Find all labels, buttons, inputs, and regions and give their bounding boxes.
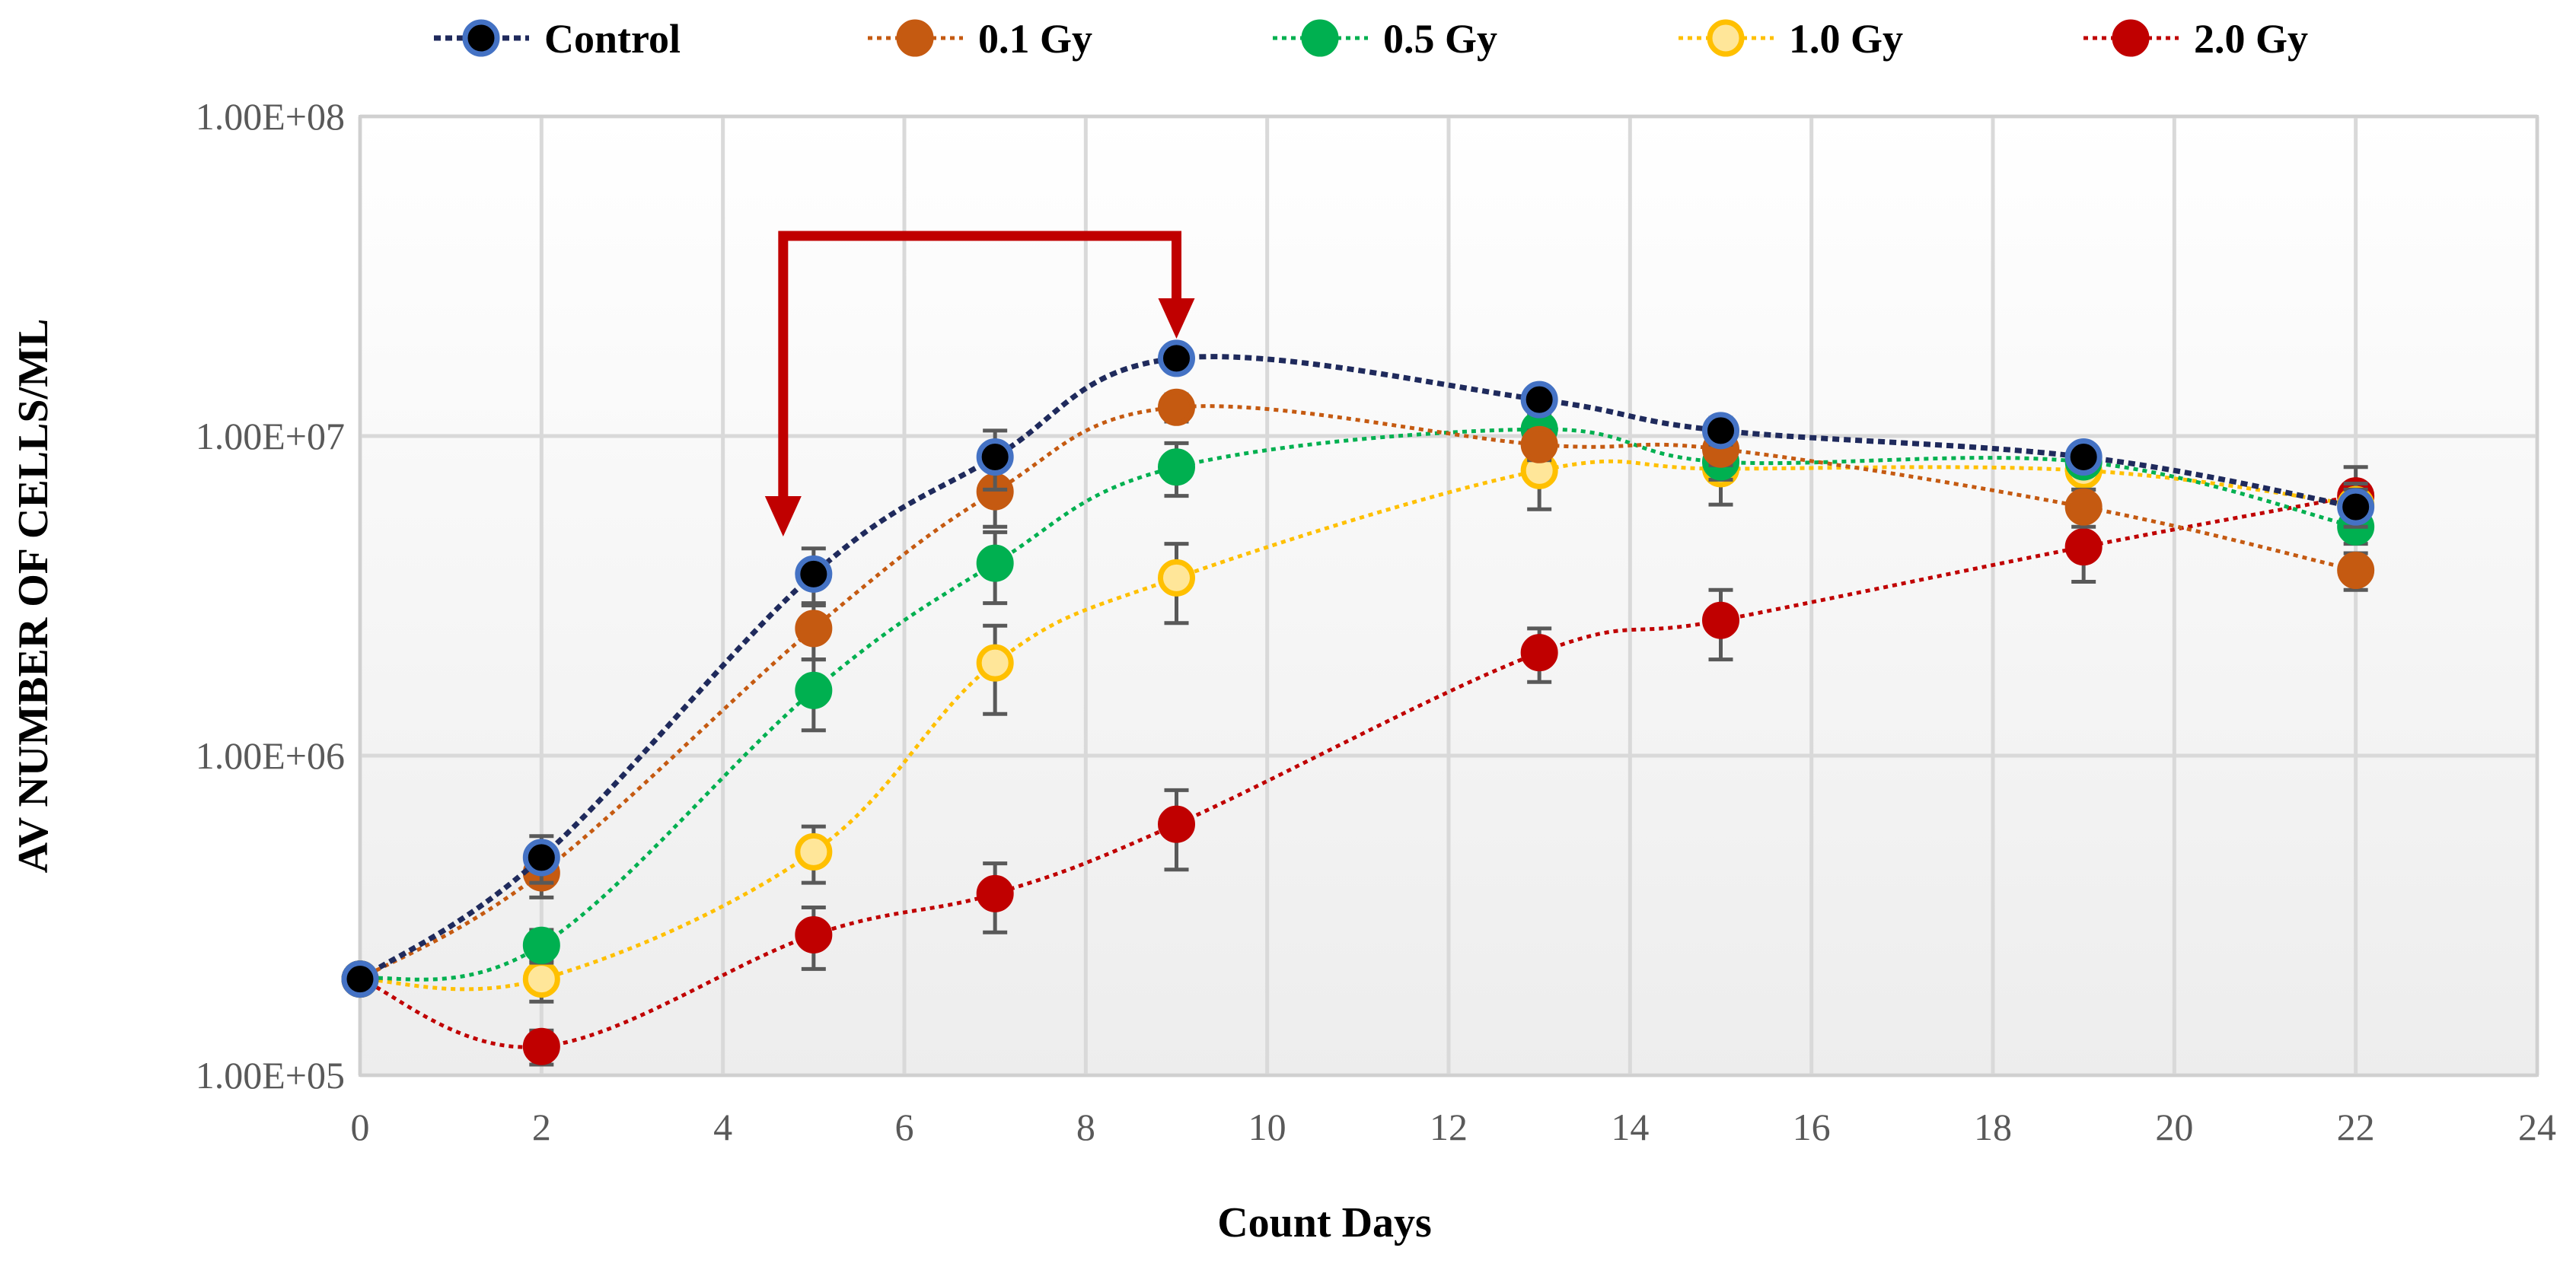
legend-label: Control bbox=[544, 16, 681, 62]
data-point bbox=[341, 960, 379, 998]
x-tick-labels: 0 2 4 6 8 10 12 14 16 18 20 22 24 bbox=[351, 1106, 2557, 1148]
legend-label: 2.0 Gy bbox=[2194, 16, 2308, 62]
x-tick-label: 2 bbox=[532, 1106, 551, 1148]
data-point bbox=[976, 438, 1014, 476]
data-point bbox=[795, 915, 833, 953]
y-tick-labels: 1.00E+05 1.00E+06 1.00E+07 1.00E+08 bbox=[196, 95, 345, 1097]
data-point bbox=[2337, 551, 2375, 589]
data-point bbox=[795, 671, 833, 709]
data-point bbox=[1702, 601, 1739, 639]
legend-marker bbox=[1301, 19, 1339, 57]
series-control bbox=[341, 339, 2375, 998]
data-point bbox=[1158, 339, 1195, 377]
x-tick-label: 20 bbox=[2155, 1106, 2193, 1148]
legend-item: 0.1 Gy bbox=[868, 16, 1092, 62]
annotation-arrowhead-right bbox=[1158, 298, 1195, 339]
data-point bbox=[1158, 805, 1195, 843]
series-line bbox=[359, 494, 2357, 1049]
x-tick-label: 8 bbox=[1076, 1106, 1095, 1148]
data-point bbox=[1520, 425, 1558, 463]
x-tick-label: 6 bbox=[895, 1106, 914, 1148]
data-point bbox=[1158, 388, 1195, 426]
legend: Control 0.1 Gy 0.5 Gy 1.0 Gy 2.0 Gy bbox=[434, 16, 2308, 62]
x-tick-label: 4 bbox=[713, 1106, 732, 1148]
series-line bbox=[359, 459, 2356, 992]
legend-item: 1.0 Gy bbox=[1679, 16, 1903, 62]
annotation-bracket bbox=[778, 231, 1181, 502]
data-point bbox=[795, 555, 833, 593]
legend-item: 0.5 Gy bbox=[1273, 16, 1497, 62]
annotation-arrowhead-left bbox=[764, 496, 802, 536]
x-tick-label: 22 bbox=[2337, 1106, 2375, 1148]
x-tick-label: 24 bbox=[2518, 1106, 2556, 1148]
data-point bbox=[795, 832, 833, 871]
x-tick-label: 12 bbox=[1430, 1106, 1468, 1148]
series-line bbox=[359, 404, 2357, 981]
plot-area-border bbox=[359, 115, 2539, 1077]
x-tick-label: 0 bbox=[351, 1106, 370, 1148]
data-point bbox=[976, 544, 1014, 582]
series-line bbox=[359, 427, 2357, 982]
legend-item: 2.0 Gy bbox=[2083, 16, 2308, 62]
x-tick-label: 14 bbox=[1611, 1106, 1649, 1148]
data-point bbox=[1702, 412, 1739, 450]
legend-label: 0.1 Gy bbox=[978, 16, 1092, 62]
data-point bbox=[522, 926, 560, 964]
data-point bbox=[2064, 438, 2103, 476]
legend-marker bbox=[2112, 19, 2150, 57]
data-point bbox=[2337, 488, 2375, 526]
x-tick-label: 10 bbox=[1248, 1106, 1286, 1148]
data-point bbox=[1520, 634, 1558, 672]
annotation bbox=[764, 231, 1195, 536]
y-tick-label: 1.00E+07 bbox=[196, 415, 345, 457]
x-tick-label: 16 bbox=[1793, 1106, 1831, 1148]
data-point bbox=[795, 610, 833, 648]
data-point bbox=[2064, 488, 2103, 526]
data-point bbox=[976, 644, 1014, 682]
legend-marker bbox=[462, 19, 500, 57]
series-line bbox=[359, 354, 2357, 982]
x-tick-label: 18 bbox=[1974, 1106, 2012, 1148]
legend-label: 0.5 Gy bbox=[1383, 16, 1497, 62]
data-point bbox=[522, 1027, 560, 1065]
series-group bbox=[341, 339, 2375, 1067]
legend-label: 1.0 Gy bbox=[1789, 16, 1903, 62]
legend-marker bbox=[896, 19, 934, 57]
y-tick-label: 1.00E+05 bbox=[196, 1054, 345, 1097]
legend-marker bbox=[1707, 19, 1745, 57]
data-point bbox=[1520, 380, 1558, 419]
data-point bbox=[976, 874, 1014, 912]
data-point bbox=[1158, 448, 1195, 486]
legend-item: Control bbox=[434, 16, 681, 62]
data-point bbox=[522, 839, 560, 877]
data-point bbox=[522, 960, 560, 998]
y-axis-title: AV NUMBER OF CELLS/ML bbox=[10, 319, 57, 874]
data-point bbox=[2064, 528, 2103, 566]
x-axis-title: Count Days bbox=[1217, 1199, 1432, 1246]
data-point bbox=[1158, 559, 1195, 597]
y-tick-label: 1.00E+08 bbox=[196, 95, 345, 138]
y-tick-label: 1.00E+06 bbox=[196, 734, 345, 777]
